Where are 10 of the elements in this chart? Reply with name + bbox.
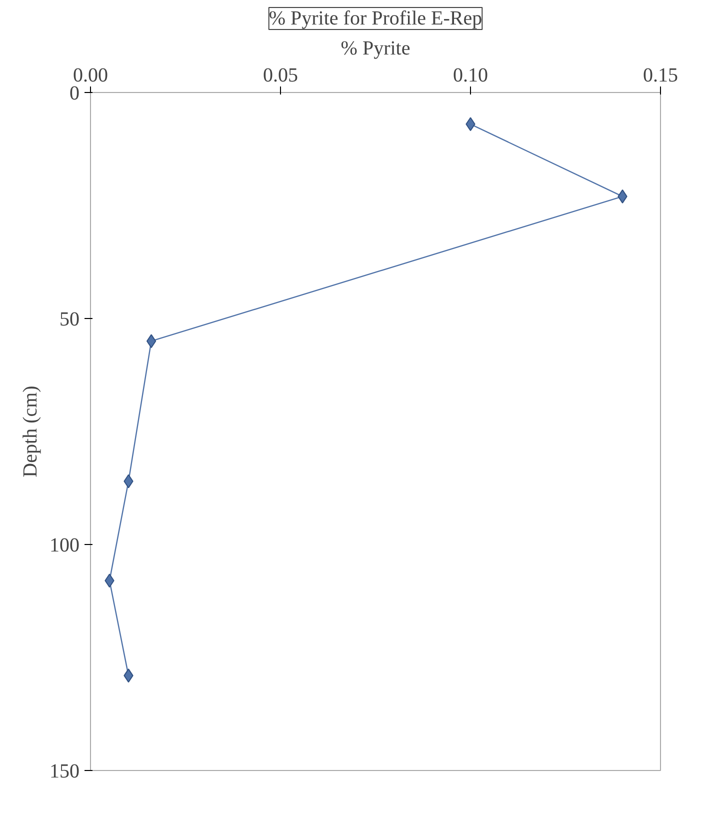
x-tick-label: 0.10 <box>453 64 488 86</box>
y-axis-title: Depth (cm) <box>20 386 42 478</box>
point <box>146 334 156 348</box>
chart-title: % Pyrite for Profile E-Rep <box>268 8 482 30</box>
x-axis-title: % Pyrite <box>340 38 410 60</box>
y-tick-label: 100 <box>50 534 80 556</box>
x-tick-label: 0.15 <box>643 64 678 86</box>
x-tick-label: 0.05 <box>263 64 298 86</box>
y-tick-label: 150 <box>50 760 80 782</box>
y-tick-label: 50 <box>60 308 80 330</box>
